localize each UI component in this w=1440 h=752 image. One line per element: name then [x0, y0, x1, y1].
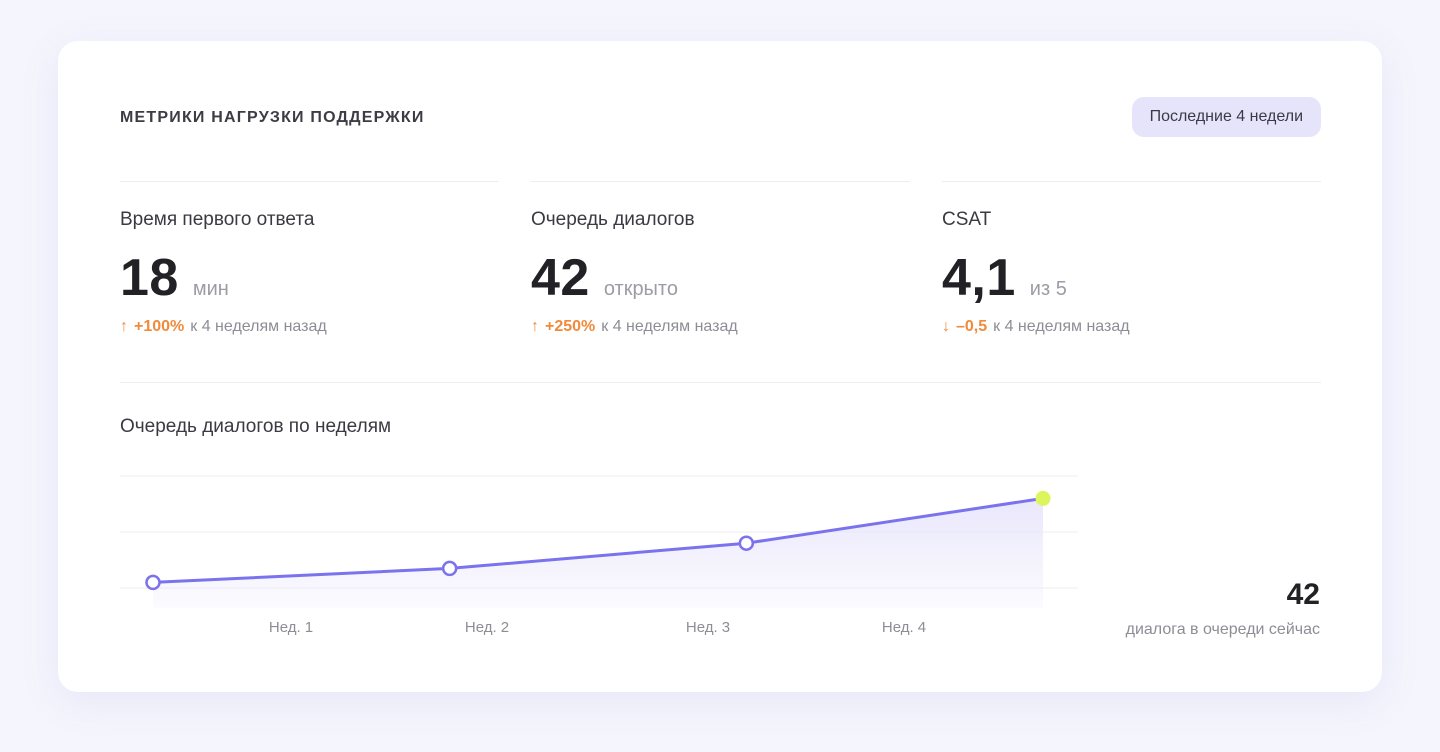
- metric-label: Очередь диалогов: [531, 209, 695, 230]
- metric-csat: CSAT 4,1 из 5 ↓ –0,5 к 4 неделям назад: [942, 181, 1321, 335]
- queue-chart: Нед. 1 Нед. 2 Нед. 3 Нед. 4: [120, 475, 1078, 636]
- summary-value: 42: [1286, 578, 1320, 611]
- chart-point: [441, 560, 458, 577]
- chart-point: [145, 574, 161, 591]
- delta-caption: к 4 неделям назад: [190, 318, 327, 335]
- metric-delta: ↑ +100% к 4 неделям назад: [120, 318, 327, 336]
- chart-x-tick-label: Нед. 1: [269, 619, 313, 636]
- metric-value: 18: [120, 249, 179, 307]
- metric-first-response: Время первого ответа 18 мин ↑ +100% к 4 не…: [120, 181, 499, 335]
- arrow-up-icon: ↑: [120, 318, 128, 335]
- arrow-up-icon: ↑: [531, 318, 539, 335]
- metric-delta: ↓ –0,5 к 4 неделям назад: [942, 318, 1130, 336]
- metric-unit: мин: [192, 278, 229, 300]
- chart-point: [738, 535, 755, 551]
- metric-queue: Очередь диалогов 42 открыто ↑ +250% к 4 не…: [531, 181, 910, 335]
- chart-area: [153, 498, 1043, 608]
- delta-value: +100%: [134, 318, 185, 335]
- metric-value-row: 42 открыто: [531, 250, 678, 306]
- summary-caption: диалога в очереди сейчас: [1125, 621, 1320, 638]
- arrow-down-icon: ↓: [942, 318, 950, 335]
- delta-value: +250%: [545, 318, 596, 335]
- chart-point-current: [1035, 490, 1051, 506]
- section-divider: [120, 382, 1321, 383]
- card-header: МЕТРИКИ НАГРУЗКИ ПОДДЕРЖКИ Последние 4 н…: [120, 97, 1321, 137]
- metrics-card: МЕТРИКИ НАГРУЗКИ ПОДДЕРЖКИ Последние 4 н…: [58, 41, 1382, 692]
- delta-caption: к 4 неделям назад: [601, 318, 738, 335]
- metric-value: 4,1: [942, 249, 1016, 307]
- metric-delta: ↑ +250% к 4 неделям назад: [531, 318, 738, 336]
- chart-x-tick-label: Нед. 4: [882, 619, 926, 636]
- chart-x-tick-label: Нед. 2: [465, 619, 509, 636]
- queue-summary: 42 диалога в очереди сейчас: [1126, 577, 1320, 639]
- period-button[interactable]: Последние 4 недели: [1131, 97, 1321, 137]
- metric-label: Время первого ответа: [120, 209, 315, 230]
- delta-value: –0,5: [956, 318, 988, 335]
- metric-value: 42: [531, 249, 590, 307]
- metrics-row: Время первого ответа 18 мин ↑ +100% к 4 не…: [120, 181, 1321, 335]
- metric-unit: открыто: [603, 278, 678, 300]
- card-title: МЕТРИКИ НАГРУЗКИ ПОДДЕРЖКИ: [120, 109, 425, 126]
- chart-x-tick-label: Нед. 3: [686, 619, 730, 636]
- metric-unit: из 5: [1029, 278, 1067, 300]
- metric-value-row: 4,1 из 5: [942, 250, 1067, 306]
- chart-series-line: [151, 496, 1045, 584]
- chart-title: Очередь диалогов по неделям: [120, 416, 392, 437]
- metric-value-row: 18 мин: [120, 250, 229, 306]
- metric-label: CSAT: [942, 209, 992, 230]
- delta-caption: к 4 неделям назад: [993, 318, 1130, 335]
